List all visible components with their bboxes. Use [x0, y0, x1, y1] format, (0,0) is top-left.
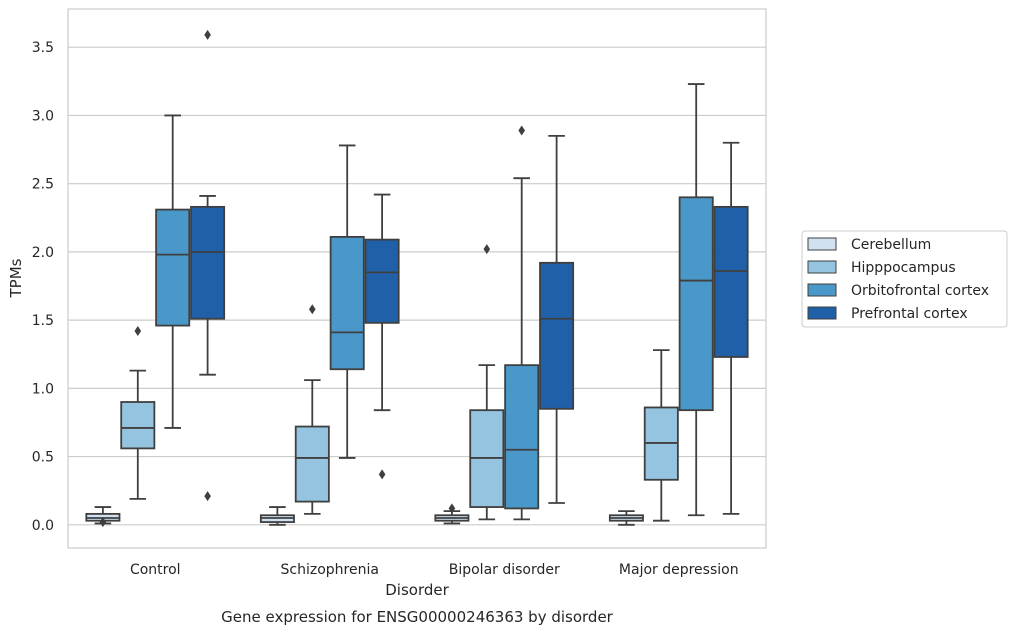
box-0-0	[85, 506, 121, 528]
legend-swatch	[807, 260, 837, 274]
box-iqr	[190, 205, 226, 320]
box-3-1	[364, 193, 400, 480]
legend-entry: Orbitofrontal cortex	[851, 283, 989, 299]
outlier-point	[448, 503, 456, 514]
box-1-0	[120, 326, 156, 500]
y-tick-label: 3.0	[32, 108, 54, 124]
legend-frame	[801, 230, 1008, 328]
y-tick-label: 2.0	[32, 245, 54, 261]
y-tick-label: 0.5	[32, 450, 54, 466]
legend-swatch	[807, 237, 837, 251]
outlier-point	[204, 29, 211, 40]
box-iqr	[713, 205, 749, 358]
box-iqr	[504, 364, 540, 510]
box-2-3	[678, 83, 714, 517]
box-1-2	[469, 244, 505, 521]
outlier-point	[483, 244, 491, 255]
box-3-3	[713, 141, 749, 515]
box-groups	[85, 29, 749, 528]
box-3-0	[190, 29, 226, 502]
box-2-2	[504, 125, 540, 521]
legend-entry: Hipppocampus	[851, 260, 956, 276]
x-tick-label: Schizophrenia	[281, 562, 379, 578]
y-tick-label: 2.5	[32, 177, 54, 193]
y-tick-label: 1.0	[32, 381, 54, 397]
y-tick-labels: 0.0 0.5 1.0 1.5 2.0 2.5 3.0 3.5	[32, 40, 54, 534]
chart-title: Gene expression for ENSG00000246363 by d…	[221, 608, 614, 626]
box-iqr	[678, 196, 714, 412]
outlier-point	[99, 517, 107, 528]
box-0-2	[434, 503, 470, 525]
outlier-point	[204, 491, 211, 502]
x-axis-label: Disorder	[385, 581, 449, 599]
box-0-3	[608, 510, 644, 526]
x-tick-label: Bipolar disorder	[449, 562, 560, 578]
box-iqr	[294, 425, 330, 503]
box-1-1	[294, 304, 330, 515]
legend-entry: Cerebellum	[851, 237, 931, 253]
box-1-3	[643, 349, 679, 522]
box-iqr	[155, 208, 191, 327]
y-tick-label: 1.5	[32, 313, 54, 329]
box-2-1	[329, 144, 365, 459]
y-axis-label: TPMs	[7, 258, 25, 298]
box-iqr	[120, 401, 156, 450]
box-0-1	[259, 506, 295, 526]
x-tick-label: Control	[130, 562, 181, 578]
plot-area-frame	[67, 8, 767, 549]
box-iqr	[364, 238, 400, 324]
legend-entry: Prefrontal cortex	[851, 306, 968, 322]
x-tick-label: Major depression	[619, 562, 739, 578]
outlier-point	[309, 304, 316, 315]
y-tick-label: 0.0	[32, 518, 54, 534]
legend-swatch	[807, 283, 837, 297]
legend: Cerebellum Hipppocampus Orbitofrontal cort…	[801, 230, 1008, 328]
box-iqr	[539, 261, 575, 410]
x-tick-labels: Control Schizophrenia Bipolar disorder Majo…	[130, 562, 739, 578]
box-iqr	[329, 235, 365, 371]
outlier-point	[134, 326, 142, 337]
outlier-point	[378, 469, 386, 480]
box-2-0	[155, 114, 191, 429]
y-tick-label: 3.5	[32, 40, 54, 56]
outlier-point	[518, 125, 525, 136]
legend-swatch	[807, 306, 837, 320]
box-3-2	[539, 135, 575, 504]
